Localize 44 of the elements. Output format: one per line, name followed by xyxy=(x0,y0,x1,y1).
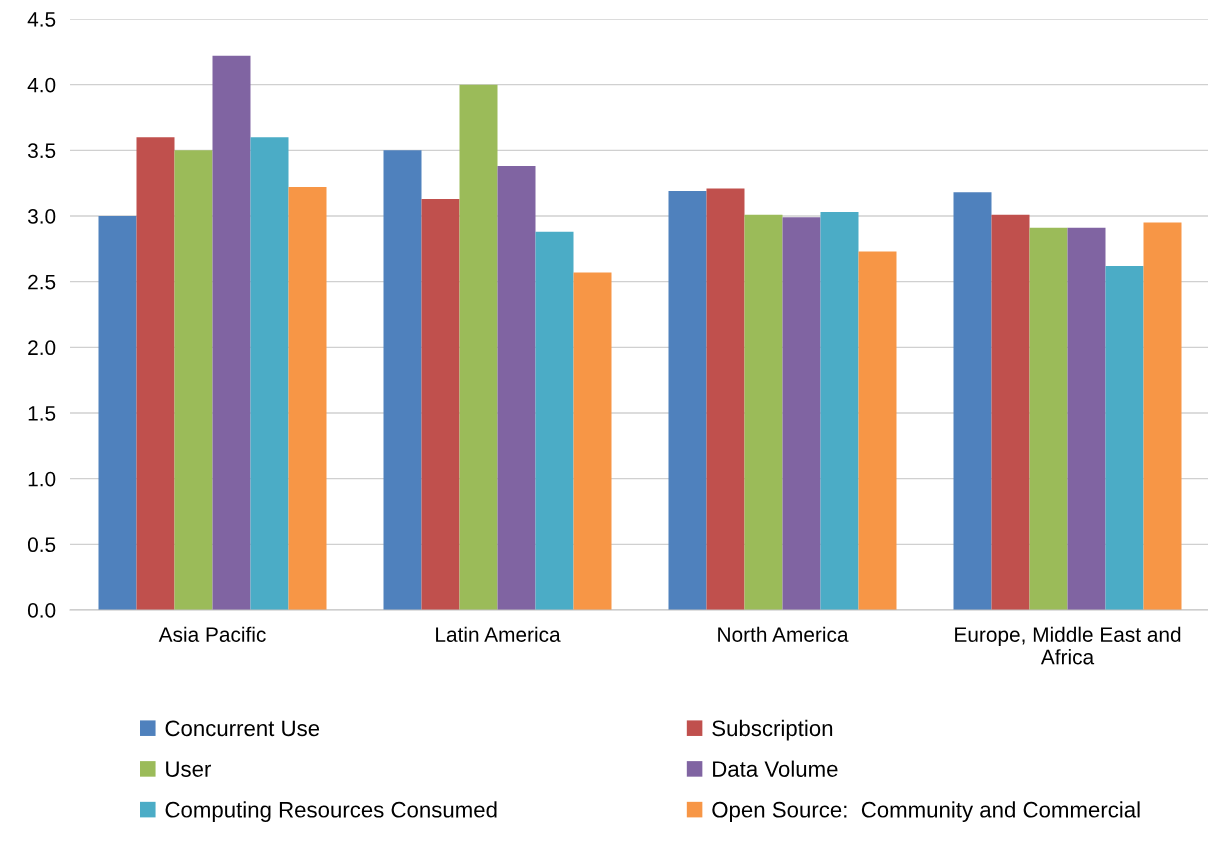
legend-label: Concurrent Use xyxy=(165,720,320,737)
y-tick-label: 4.5 xyxy=(27,12,56,27)
bar xyxy=(174,150,213,610)
bar xyxy=(250,137,289,610)
bar xyxy=(212,55,251,610)
bar xyxy=(1029,227,1068,610)
bar xyxy=(1143,222,1182,610)
bar xyxy=(288,187,327,610)
bar xyxy=(573,272,612,610)
y-tick-label: 0.0 xyxy=(27,603,56,618)
bar xyxy=(535,231,574,610)
bar xyxy=(782,217,821,610)
legend-label: Subscription xyxy=(712,719,833,741)
bar xyxy=(668,191,707,610)
y-tick-label: 2.5 xyxy=(28,274,56,290)
y-tick-label: 3.0 xyxy=(27,209,56,224)
y-tick-label: 1.5 xyxy=(28,406,56,421)
y-tick-label: 3.5 xyxy=(27,143,56,159)
y-tick-label: 0.5 xyxy=(27,537,56,553)
bar xyxy=(706,188,745,610)
bar xyxy=(1067,227,1106,610)
legend-label: Computing Resources Consumed xyxy=(165,801,497,822)
bar xyxy=(858,251,897,610)
bar xyxy=(953,192,992,610)
x-tick-label: North America xyxy=(718,626,849,642)
y-tick-label: 2.0 xyxy=(28,340,56,356)
bar xyxy=(383,150,422,610)
x-tick-label: Asia Pacific xyxy=(158,626,266,642)
bar xyxy=(459,84,498,610)
bar xyxy=(1105,265,1144,610)
legend-label: Data Volume xyxy=(713,760,838,777)
bar xyxy=(991,214,1030,610)
x-tick-label: Latin America xyxy=(436,626,561,642)
y-tick-label: 4.0 xyxy=(27,77,56,93)
bar xyxy=(497,166,536,610)
bar xyxy=(744,214,783,610)
bar xyxy=(136,137,175,610)
bar xyxy=(98,216,137,610)
y-tick-label: 1.0 xyxy=(28,471,56,487)
legend-label: User xyxy=(166,761,211,777)
x-tick-label: Europe, Middle East and Africa xyxy=(955,626,1181,665)
bar xyxy=(421,198,460,610)
bar xyxy=(820,212,859,610)
legend-label: Open Source: Community and Commercial xyxy=(712,801,1140,822)
